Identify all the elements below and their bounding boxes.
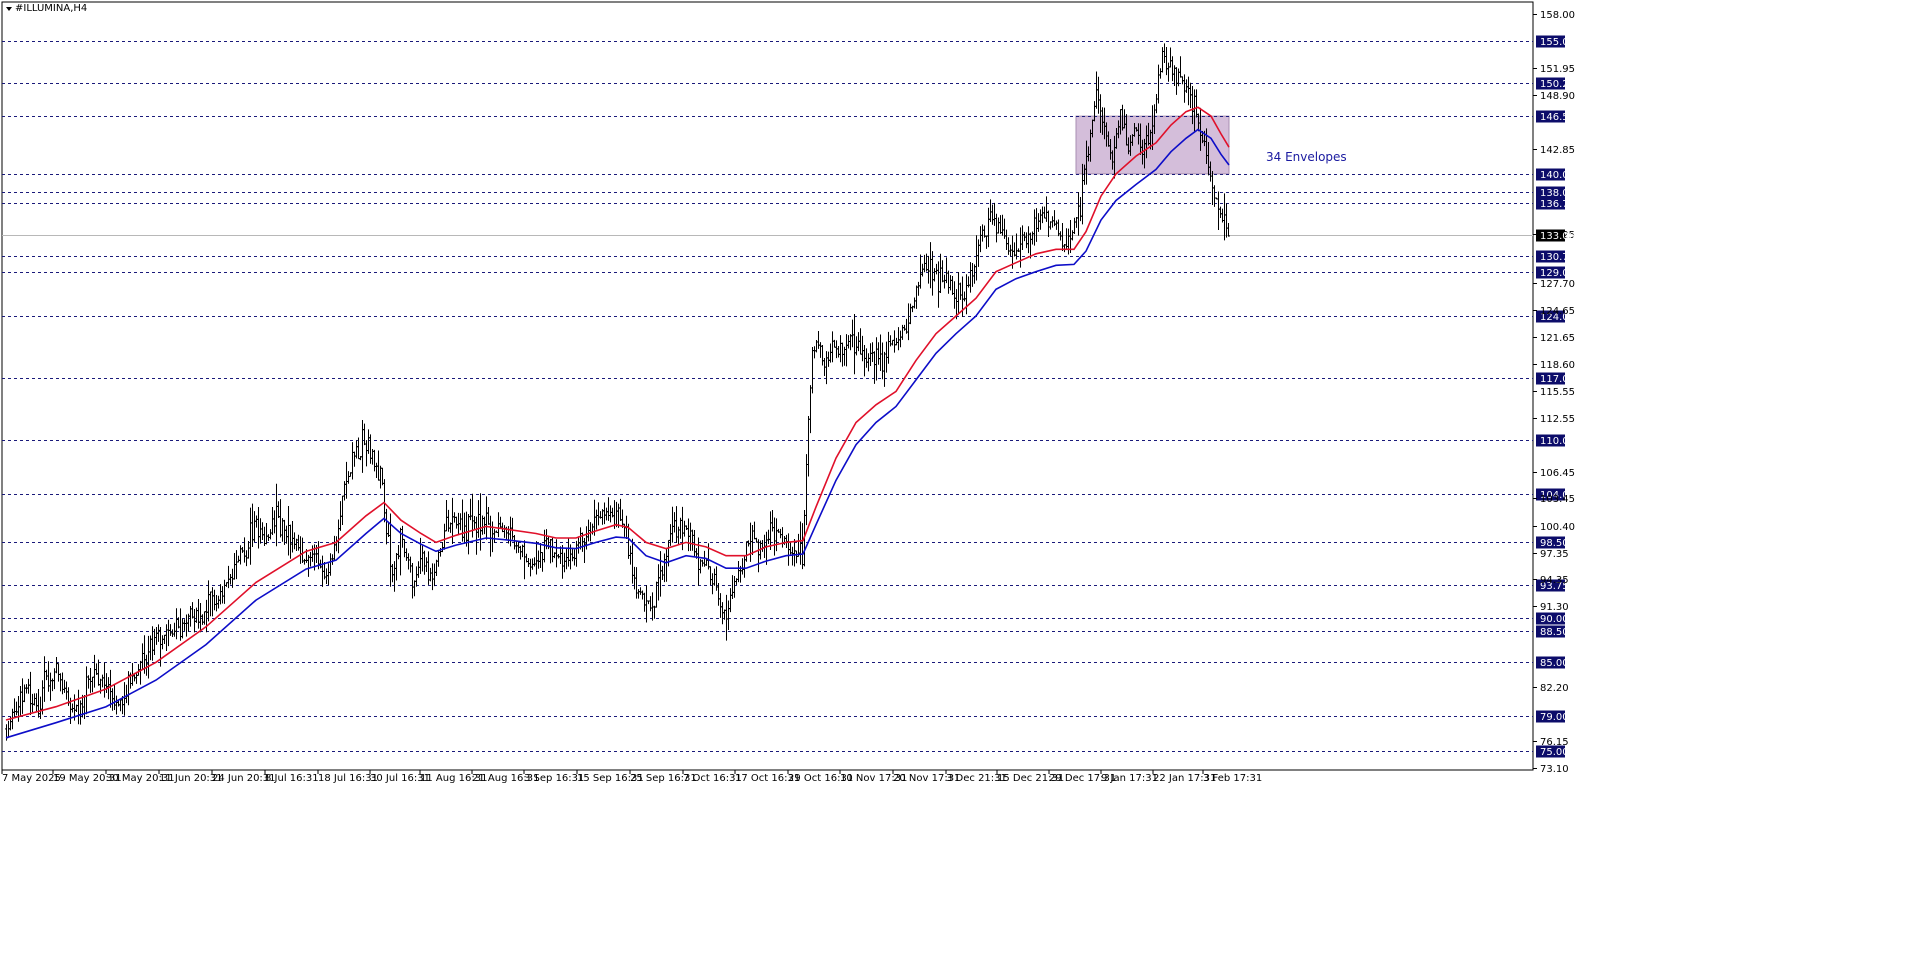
x-tick-label: 9 Jan 17:31 xyxy=(1101,773,1158,784)
level-label-box xyxy=(1536,612,1565,625)
level-label: 150.25 xyxy=(1540,79,1575,90)
level-label: 93.75 xyxy=(1540,581,1569,592)
x-tick-label: 11 Jun 20:31 xyxy=(159,773,223,784)
level-label: 155.00 xyxy=(1540,37,1575,48)
level-label-box xyxy=(1536,110,1565,123)
y-tick-label: 158.00 xyxy=(1540,10,1575,21)
y-tick-label: 100.40 xyxy=(1540,522,1575,533)
y-tick-label: 124.65 xyxy=(1540,306,1575,317)
level-label-box xyxy=(1536,35,1565,48)
level-label-box xyxy=(1536,434,1565,447)
envelopes-annotation: 34 Envelopes xyxy=(1266,150,1347,164)
level-label-box xyxy=(1536,168,1565,181)
x-tick-label: 19 May 20:31 xyxy=(53,773,122,784)
envelope-lower-line xyxy=(5,128,1230,739)
y-tick-label: 118.60 xyxy=(1540,360,1575,371)
level-label: 117.00 xyxy=(1540,374,1575,385)
x-tick-label: 21 Aug 16:31 xyxy=(472,773,539,784)
level-label: 136.75 xyxy=(1540,199,1575,210)
level-label-box xyxy=(1536,625,1565,638)
plot-frame xyxy=(1,1,1534,771)
level-label-box xyxy=(1536,710,1565,723)
x-tick-label: 24 Jun 20:31 xyxy=(212,773,276,784)
level-label-box xyxy=(1536,197,1565,210)
level-label: 130.75 xyxy=(1540,252,1575,263)
level-label: 140.00 xyxy=(1540,170,1575,181)
level-label-box xyxy=(1536,266,1565,279)
level-label-box xyxy=(1536,488,1565,501)
x-tick-label: 18 Jul 16:31 xyxy=(318,773,378,784)
level-label: 146.50 xyxy=(1540,112,1575,123)
current-price-label: 133.06 xyxy=(1540,231,1575,242)
level-label: 90.00 xyxy=(1540,614,1569,625)
level-label: 110.00 xyxy=(1540,436,1575,447)
level-label-box xyxy=(1536,536,1565,549)
y-tick-label: 97.35 xyxy=(1540,549,1569,560)
level-label-box xyxy=(1536,186,1565,199)
y-tick-label: 91.30 xyxy=(1540,602,1569,613)
level-label: 85.00 xyxy=(1540,658,1569,669)
level-label: 88.50 xyxy=(1540,627,1569,638)
x-tick-label: 20 Nov 17:31 xyxy=(893,773,960,784)
level-label: 75.00 xyxy=(1540,747,1569,758)
y-tick-label: 76.15 xyxy=(1540,737,1569,748)
y-tick-label: 127.70 xyxy=(1540,279,1575,290)
level-label: 98.50 xyxy=(1540,538,1569,549)
x-tick-label: 25 Sep 16:31 xyxy=(630,773,697,784)
y-tick-label: 148.90 xyxy=(1540,91,1575,102)
level-label-box xyxy=(1536,745,1565,758)
y-tick-label: 73.10 xyxy=(1540,764,1569,775)
x-tick-label: 15 Dec 21:31 xyxy=(997,773,1064,784)
y-tick-label: 82.20 xyxy=(1540,683,1569,694)
level-label-box xyxy=(1536,77,1565,90)
level-label: 104.00 xyxy=(1540,490,1575,501)
x-tick-label: 29 Oct 16:31 xyxy=(788,773,853,784)
current-price-box xyxy=(1536,229,1565,242)
y-tick-label: 112.55 xyxy=(1540,414,1575,425)
x-tick-label: 10 Nov 17:31 xyxy=(840,773,907,784)
x-tick-label: 29 Dec 17:31 xyxy=(1049,773,1116,784)
price-bars xyxy=(5,43,1230,741)
x-tick-label: 15 Sep 16:31 xyxy=(577,773,644,784)
level-label: 129.00 xyxy=(1540,268,1575,279)
level-label: 124.00 xyxy=(1540,312,1575,323)
level-label-box xyxy=(1536,310,1565,323)
y-tick-label: 115.55 xyxy=(1540,387,1575,398)
envelope-upper-line xyxy=(5,106,1230,721)
chart-title: #ILLUMINA,H4 xyxy=(15,3,87,14)
x-tick-label: 3 Sep 16:31 xyxy=(524,773,584,784)
y-tick-label: 142.85 xyxy=(1540,145,1575,156)
level-label-box xyxy=(1536,579,1565,592)
x-tick-label: 7 Oct 16:31 xyxy=(683,773,742,784)
y-tick-label: 94.35 xyxy=(1540,575,1569,586)
x-tick-label: 3 Feb 17:31 xyxy=(1203,773,1262,784)
level-label-box xyxy=(1536,656,1565,669)
x-tick-label: 30 May 20:31 xyxy=(106,773,175,784)
y-tick-label: 103.45 xyxy=(1540,494,1575,505)
x-tick-label: 17 Oct 16:31 xyxy=(735,773,800,784)
x-tick-label: 3 Dec 21:31 xyxy=(946,773,1007,784)
dropdown-triangle-icon xyxy=(6,7,12,11)
level-label-box xyxy=(1536,372,1565,385)
x-tick-label: 22 Jan 17:31 xyxy=(1153,773,1216,784)
level-label: 138.00 xyxy=(1540,188,1575,199)
x-tick-label: 30 Jul 16:31 xyxy=(370,773,430,784)
level-label-box xyxy=(1536,250,1565,263)
y-tick-label: 121.65 xyxy=(1540,333,1575,344)
x-tick-label: 11 Aug 16:31 xyxy=(420,773,487,784)
y-tick-label: 151.95 xyxy=(1540,64,1575,75)
x-tick-label: 7 May 2025 xyxy=(2,773,61,784)
level-label: 79.00 xyxy=(1540,712,1569,723)
y-tick-label: 106.45 xyxy=(1540,468,1575,479)
x-tick-label: 8 Jul 16:31 xyxy=(265,773,319,784)
